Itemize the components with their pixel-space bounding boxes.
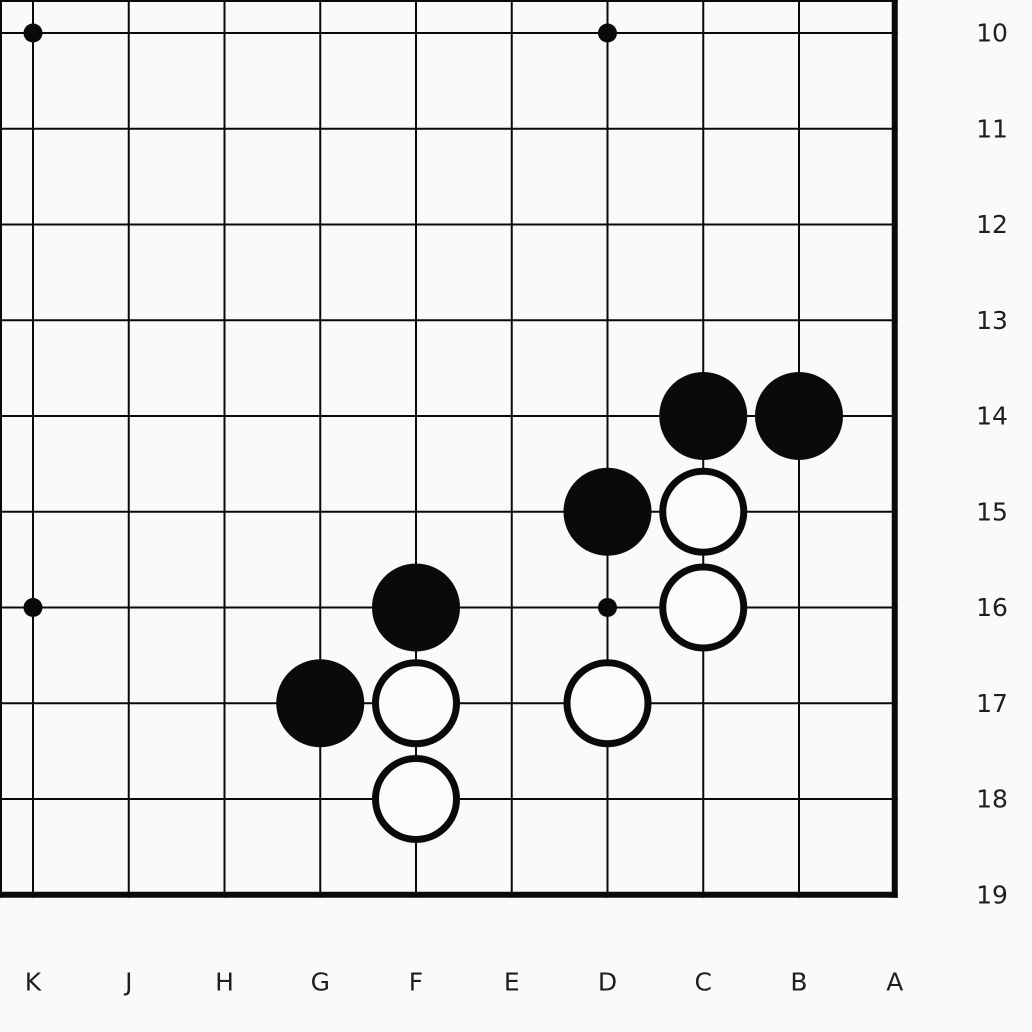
col-label-F: F	[409, 968, 423, 997]
stone-white-F17	[372, 659, 460, 748]
col-label-K: K	[25, 968, 42, 997]
row-label-19: 19	[976, 880, 1008, 909]
row-label-10: 10	[976, 19, 1008, 48]
star-point-K16	[23, 598, 43, 617]
stone-black-F16	[372, 563, 460, 652]
col-label-J: J	[123, 968, 132, 997]
row-label-12: 12	[976, 210, 1008, 239]
row-label-15: 15	[976, 497, 1008, 526]
star-point-D16	[598, 598, 617, 617]
stone-white-F18	[372, 755, 460, 843]
stone-white-D17	[563, 659, 652, 748]
row-label-11: 11	[976, 114, 1008, 143]
col-label-C: C	[695, 968, 712, 997]
stone-white-C15	[659, 467, 748, 556]
col-label-E: E	[504, 968, 520, 997]
col-label-B: B	[790, 968, 807, 997]
col-label-A: A	[886, 968, 903, 997]
stone-black-G17	[276, 659, 365, 748]
row-label-16: 16	[976, 593, 1008, 622]
stone-white-C16	[659, 563, 748, 652]
star-point-K10	[23, 23, 43, 43]
stone-black-D15	[563, 467, 652, 556]
row-label-13: 13	[976, 306, 1008, 335]
stone-black-C14	[659, 372, 748, 460]
row-label-14: 14	[976, 402, 1008, 431]
col-label-G: G	[311, 968, 330, 997]
star-point-D10	[598, 23, 617, 43]
col-label-H: H	[215, 968, 234, 997]
row-label-18: 18	[976, 785, 1008, 814]
col-label-D: D	[598, 968, 617, 997]
row-label-17: 17	[976, 689, 1008, 718]
stone-black-B14	[755, 372, 843, 460]
